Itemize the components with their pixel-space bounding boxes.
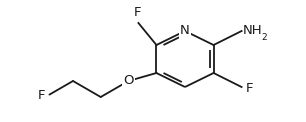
Text: F: F (246, 81, 253, 95)
Text: F: F (134, 6, 141, 19)
Text: NH: NH (243, 24, 262, 36)
Text: N: N (180, 25, 190, 37)
Text: O: O (123, 75, 134, 87)
Text: 2: 2 (262, 34, 267, 42)
Text: F: F (38, 89, 45, 102)
